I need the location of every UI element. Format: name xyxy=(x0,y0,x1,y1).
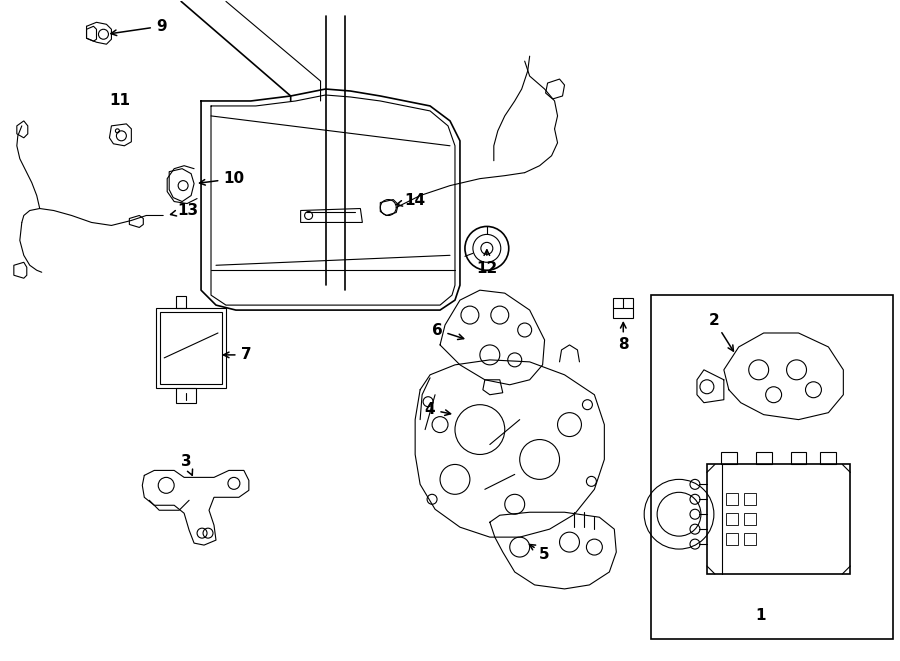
Text: 11: 11 xyxy=(109,93,130,108)
Text: 9: 9 xyxy=(111,19,166,36)
Text: 2: 2 xyxy=(708,313,734,351)
Text: 4: 4 xyxy=(425,402,451,417)
Text: 8: 8 xyxy=(618,323,628,352)
Text: 7: 7 xyxy=(223,348,251,362)
Text: 13: 13 xyxy=(171,203,199,218)
Text: 6: 6 xyxy=(432,323,464,340)
Text: 14: 14 xyxy=(397,193,426,208)
Text: 3: 3 xyxy=(181,454,193,475)
Text: 1: 1 xyxy=(755,608,766,623)
Text: 10: 10 xyxy=(200,171,245,186)
Text: 5: 5 xyxy=(529,545,550,562)
Text: 12: 12 xyxy=(476,250,498,276)
